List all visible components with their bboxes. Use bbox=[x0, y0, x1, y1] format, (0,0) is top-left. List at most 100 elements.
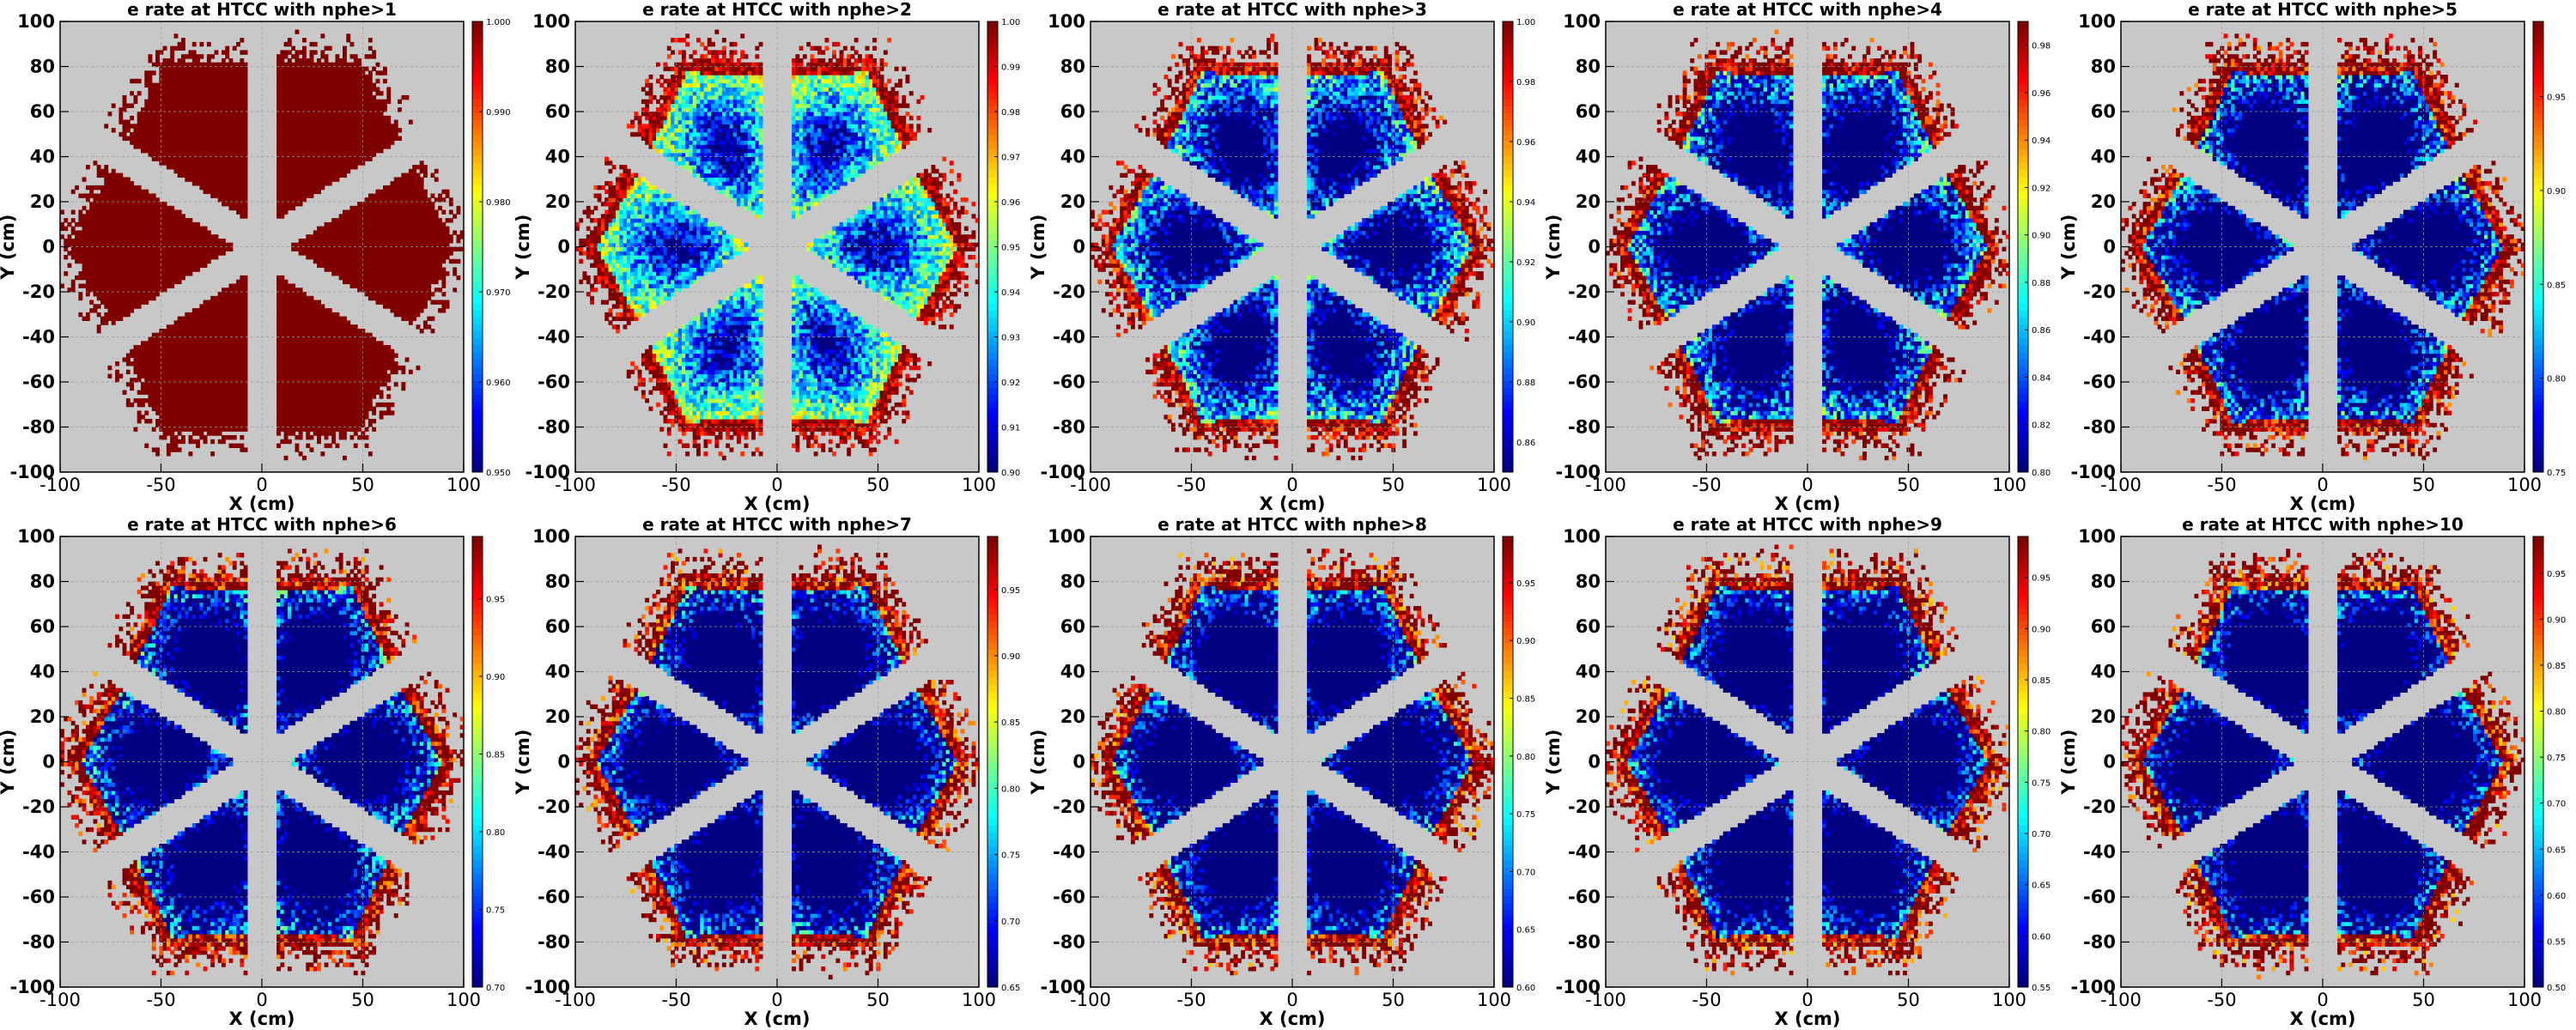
heatmap-cell bbox=[228, 435, 234, 440]
heatmap-cell bbox=[111, 234, 116, 239]
heatmap-cell bbox=[302, 378, 307, 383]
heatmap-cell bbox=[173, 427, 179, 432]
heatmap-cell bbox=[141, 361, 145, 367]
heatmap-cell bbox=[104, 181, 109, 186]
heatmap-cell bbox=[144, 255, 149, 260]
heatmap-cell bbox=[141, 193, 145, 198]
heatmap-cell bbox=[115, 221, 119, 227]
heatmap-cell bbox=[217, 410, 222, 415]
heatmap-cell bbox=[166, 78, 171, 84]
heatmap-cell bbox=[243, 312, 248, 318]
heatmap-cell bbox=[302, 324, 307, 330]
heatmap-cell bbox=[338, 173, 343, 178]
heatmap-cell bbox=[125, 283, 131, 288]
heatmap-cell bbox=[338, 140, 343, 145]
heatmap-cell bbox=[317, 140, 321, 145]
heatmap-cell bbox=[343, 161, 347, 166]
heatmap-cell bbox=[346, 419, 351, 424]
heatmap-cell bbox=[240, 410, 245, 415]
heatmap-cell bbox=[375, 144, 380, 149]
heatmap-cell bbox=[155, 107, 160, 112]
heatmap-cell bbox=[357, 82, 361, 88]
heatmap-cell bbox=[295, 131, 300, 137]
heatmap-cell bbox=[357, 279, 361, 285]
heatmap-cell bbox=[144, 75, 149, 80]
heatmap-cell bbox=[313, 329, 318, 334]
heatmap-cell bbox=[151, 82, 156, 88]
heatmap-cell bbox=[320, 148, 325, 154]
heatmap-cell bbox=[173, 103, 179, 108]
heatmap-cell bbox=[232, 185, 237, 191]
heatmap-cell bbox=[199, 415, 204, 420]
heatmap-cell bbox=[302, 128, 307, 133]
heatmap-cell bbox=[125, 226, 131, 231]
heatmap-cell bbox=[214, 390, 219, 395]
heatmap-cell bbox=[243, 419, 248, 424]
heatmap-cell bbox=[287, 304, 292, 309]
heatmap-cell bbox=[188, 324, 193, 330]
heatmap-cell bbox=[130, 209, 135, 215]
heatmap-cell bbox=[291, 336, 296, 342]
heatmap-cell bbox=[133, 279, 138, 285]
heatmap-cell bbox=[335, 385, 340, 391]
heatmap-cell bbox=[85, 267, 90, 272]
heatmap-cell bbox=[357, 369, 361, 375]
heatmap-cell bbox=[206, 410, 211, 415]
heatmap-cell bbox=[137, 378, 142, 383]
heatmap-cell bbox=[159, 99, 164, 105]
heatmap-cell bbox=[148, 402, 153, 408]
heatmap-cell bbox=[327, 410, 332, 415]
heatmap-cell bbox=[243, 361, 248, 367]
heatmap-cell bbox=[276, 189, 281, 195]
heatmap-cell bbox=[335, 348, 340, 354]
heatmap-cell bbox=[276, 94, 281, 100]
heatmap-cell bbox=[346, 226, 351, 231]
heatmap-cell bbox=[276, 316, 281, 321]
heatmap-cell bbox=[111, 279, 116, 285]
heatmap-cell bbox=[317, 75, 321, 80]
heatmap-cell bbox=[287, 131, 292, 137]
heatmap-cell bbox=[144, 239, 149, 244]
heatmap-cell bbox=[331, 82, 337, 88]
heatmap-cell bbox=[210, 62, 216, 68]
heatmap-cell bbox=[137, 234, 142, 239]
heatmap-cell bbox=[181, 415, 185, 420]
heatmap-cell bbox=[313, 406, 318, 411]
heatmap-cell bbox=[349, 283, 355, 288]
heatmap-cell bbox=[379, 226, 384, 231]
heatmap-cell bbox=[173, 447, 179, 452]
heatmap-cell bbox=[228, 82, 234, 88]
heatmap-cell bbox=[306, 62, 311, 68]
heatmap-cell bbox=[372, 263, 377, 268]
heatmap-cell bbox=[141, 202, 145, 207]
heatmap-cell bbox=[118, 177, 124, 182]
heatmap-cell bbox=[222, 373, 226, 379]
heatmap-cell bbox=[151, 267, 156, 272]
heatmap-cell bbox=[379, 353, 384, 358]
heatmap-cell bbox=[196, 103, 200, 108]
heatmap-cell bbox=[78, 295, 83, 301]
heatmap-cell bbox=[295, 140, 300, 145]
heatmap-cell bbox=[225, 332, 230, 338]
heatmap-cell bbox=[222, 435, 226, 440]
heatmap-cell bbox=[203, 131, 208, 137]
heatmap-cell bbox=[133, 369, 138, 375]
heatmap-cell bbox=[327, 115, 332, 121]
heatmap-cell bbox=[283, 422, 289, 428]
heatmap-cell bbox=[214, 336, 219, 342]
heatmap-cell bbox=[379, 283, 384, 288]
heatmap-cell bbox=[368, 267, 373, 272]
heatmap-cell bbox=[232, 107, 237, 112]
heatmap-cell bbox=[170, 246, 175, 251]
heatmap-cell bbox=[210, 70, 216, 76]
heatmap-cell bbox=[368, 271, 373, 276]
heatmap-cell bbox=[206, 41, 211, 47]
heatmap-cell bbox=[364, 275, 369, 281]
heatmap-cell bbox=[177, 87, 182, 92]
heatmap-cell bbox=[137, 78, 142, 84]
heatmap-cell bbox=[162, 329, 167, 334]
heatmap-cell bbox=[236, 288, 240, 293]
heatmap-cell bbox=[130, 103, 135, 108]
heatmap-cell bbox=[177, 119, 182, 124]
heatmap-cell bbox=[324, 91, 329, 96]
